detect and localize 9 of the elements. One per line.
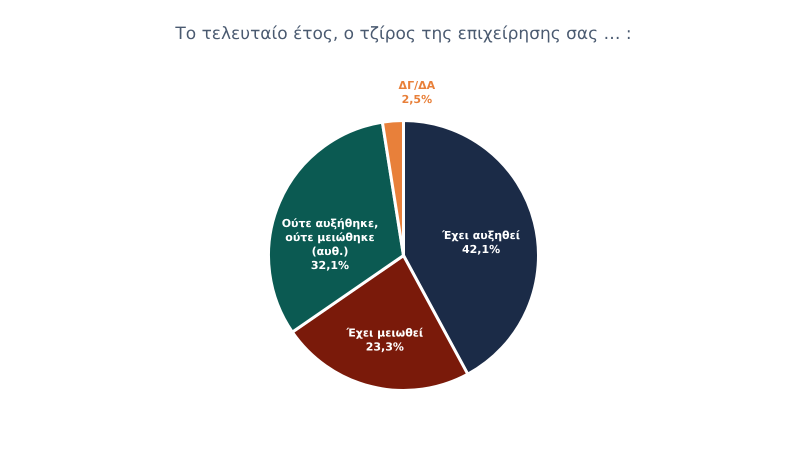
slice-label: ΔΓ/ΔΑ — [398, 79, 436, 92]
chart-title: Το τελευταίο έτος, ο τζίρος της επιχείρησης σας … : — [174, 24, 632, 44]
slice-label: Έχει μειωθεί — [345, 326, 424, 340]
slice-label: Ούτε αυξήθηκε, ούτε μειώθηκε (αυθ.) — [282, 216, 378, 258]
data-label: 32,1% — [310, 258, 350, 272]
data-label: 2,5% — [402, 93, 432, 106]
data-label: 42,1% — [462, 242, 500, 256]
data-label: 23,3% — [366, 340, 404, 354]
slice-label: Έχει αυξηθεί — [441, 228, 520, 242]
